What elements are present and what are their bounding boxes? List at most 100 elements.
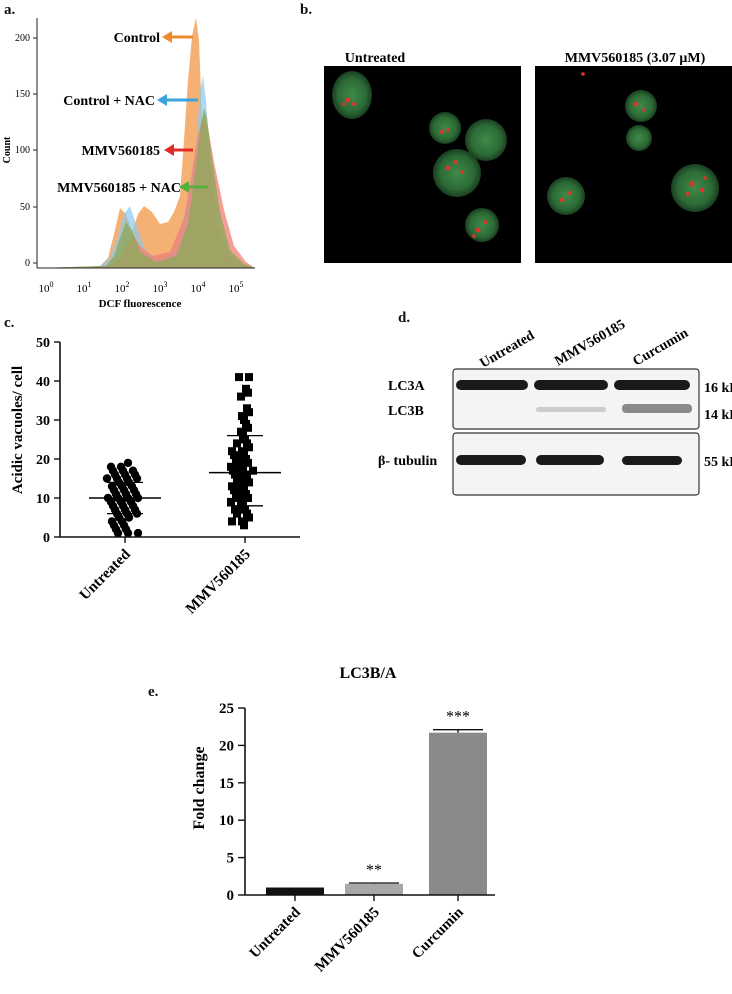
- vacuole-scatter-plot: Acidic vacuoles/ cell 0 10 20 30 40 50 Untrea…: [10, 336, 300, 617]
- arrow-head-mmv560185: [164, 144, 174, 156]
- bar: [429, 732, 487, 895]
- y-tick-label: 25: [219, 701, 234, 717]
- y-tick-label: 10: [36, 492, 50, 507]
- y-tick-label: 50: [36, 336, 50, 351]
- data-point: [249, 466, 257, 475]
- data-point: [245, 443, 253, 452]
- data-point: [227, 497, 235, 506]
- annotation-control: Control: [114, 31, 161, 46]
- x-tick-1e3: 103: [153, 280, 168, 295]
- y-axis-label-c: Acidic vacuoles/ cell: [10, 366, 26, 494]
- data-point: [244, 494, 252, 502]
- x-tick-1e0: 100: [39, 280, 54, 295]
- arrow-head-control: [162, 31, 172, 43]
- band-tubulin-untreated: [456, 455, 526, 465]
- data-point: [132, 474, 142, 483]
- data-point: [237, 392, 245, 401]
- data-point: [245, 478, 253, 487]
- panel-label-a: a.: [4, 2, 16, 18]
- bar: [266, 887, 324, 895]
- significance-marker: ***: [446, 709, 470, 726]
- x-tick-1e5: 105: [229, 280, 244, 295]
- cells-untreated: [332, 71, 507, 242]
- arrow-head-mmv560185-nac: [179, 181, 189, 193]
- flow-histogram: 0 50 100 150 200 100 101 102 103 104 105…: [2, 18, 255, 310]
- panel-label-e: e.: [148, 684, 159, 700]
- y-tick-label: 20: [36, 453, 50, 468]
- lane-label-curcumin: Curcumin: [631, 326, 692, 370]
- lane-label-untreated: Untreated: [478, 328, 538, 371]
- data-point: [102, 474, 112, 483]
- x-tick-1e2: 102: [115, 280, 130, 295]
- y-tick-50: 50: [20, 202, 30, 213]
- y-axis-label-e: Fold change: [191, 746, 208, 829]
- y-ticks-e: 0 5 10 15 20 25: [219, 701, 245, 904]
- y-ticks-a: 0 50 100 150 200: [15, 33, 37, 269]
- x-tick-label: Untreated: [247, 904, 305, 962]
- data-point: [240, 521, 248, 530]
- y-tick-100: 100: [15, 145, 30, 156]
- lane-label-mmv560185: MMV560185: [553, 317, 629, 369]
- data-point: [244, 458, 252, 467]
- y-tick-label: 40: [36, 375, 50, 390]
- y-tick-label: 5: [227, 851, 235, 867]
- data-point: [228, 517, 236, 526]
- x-tick-1e4: 104: [191, 280, 206, 295]
- data-point: [133, 528, 143, 538]
- y-tick-150: 150: [15, 89, 30, 100]
- panel-label-b: b.: [300, 2, 313, 18]
- band-lc3b-mmv560185: [536, 407, 606, 412]
- y-axis-label-a: Count: [2, 136, 13, 163]
- bars-e: *****: [266, 709, 487, 895]
- x-tick-label: MMV560185: [312, 905, 383, 976]
- annotation-mmv560185: MMV560185: [81, 144, 160, 159]
- x-tick-label: Untreated: [77, 546, 135, 604]
- y-tick-label: 20: [219, 738, 234, 754]
- data-point: [113, 528, 123, 538]
- x-ticks-c: Untreated MMV560185: [77, 537, 254, 617]
- x-ticks-e: Untreated MMV560185 Curcumin: [247, 895, 467, 976]
- x-tick-1e1: 101: [77, 280, 92, 295]
- panel-label-d: d.: [398, 310, 411, 326]
- bar: [345, 883, 403, 895]
- data-point: [123, 458, 133, 468]
- label-treated-image: MMV560185 (3.07 μM): [565, 51, 706, 66]
- band-lc3a-untreated: [456, 380, 528, 390]
- x-tick-label: MMV560185: [183, 547, 254, 618]
- x-axis-label-a: DCF fluorescence: [99, 298, 182, 310]
- x-ticks-a: 100 101 102 103 104 105: [39, 280, 244, 295]
- y-ticks-c: 0 10 20 30 40 50: [36, 336, 60, 546]
- panel-label-c: c.: [4, 315, 15, 331]
- row-label-lc3a: LC3A: [388, 379, 425, 394]
- row-label-tubulin: β- tubulin: [378, 454, 437, 469]
- data-point: [233, 509, 241, 518]
- mean-sd-bars: [89, 434, 281, 515]
- band-tubulin-curcumin: [622, 456, 682, 465]
- data-point: [124, 513, 134, 522]
- data-point: [233, 439, 241, 448]
- chart-title-e: LC3B/A: [340, 665, 397, 682]
- y-tick-label: 15: [219, 776, 234, 792]
- row-label-lc3b: LC3B: [388, 404, 424, 419]
- kda-16: 16 kDa: [704, 381, 732, 396]
- western-blot: Untreated MMV560185 Curcumin LC3A LC3B β…: [378, 317, 732, 496]
- x-tick-label: Curcumin: [409, 904, 467, 962]
- data-point: [245, 373, 253, 382]
- cells-treated: [547, 72, 719, 215]
- kda-14: 14 kDa: [704, 408, 732, 423]
- y-tick-label: 0: [227, 888, 235, 904]
- microscopy-panel: Untreated MMV560185 (3.07 μM): [324, 51, 732, 263]
- y-tick-label: 0: [43, 531, 50, 546]
- data-point: [244, 388, 252, 397]
- data-point: [235, 373, 243, 382]
- arrow-head-control-nac: [157, 94, 167, 106]
- significance-marker: **: [366, 862, 382, 879]
- histogram-mmv560185-nac: [40, 108, 255, 268]
- scatter-points: [102, 373, 257, 538]
- annotation-control-nac: Control + NAC: [63, 94, 155, 109]
- y-tick-label: 30: [36, 414, 50, 429]
- kda-55: 55 kDa: [704, 455, 732, 470]
- annotation-mmv560185-nac: MMV560185 + NAC: [57, 181, 181, 196]
- band-lc3b-curcumin: [622, 404, 692, 413]
